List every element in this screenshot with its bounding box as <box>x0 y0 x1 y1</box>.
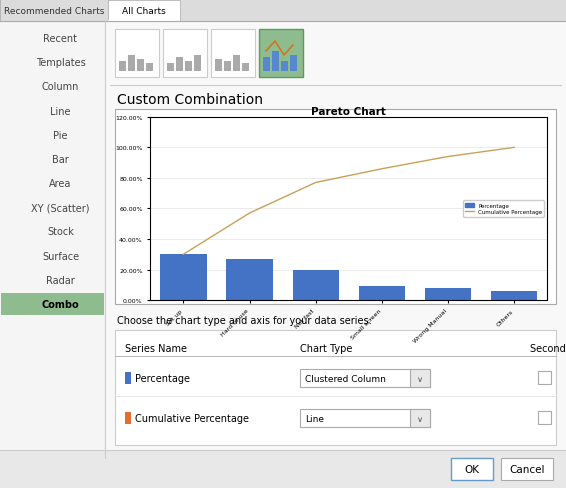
Bar <box>451 458 493 480</box>
Bar <box>185 62 192 72</box>
Bar <box>538 371 551 384</box>
Bar <box>176 58 183 72</box>
Bar <box>0 0 108 22</box>
Text: ∨: ∨ <box>417 374 423 383</box>
Bar <box>146 64 153 72</box>
Bar <box>160 255 207 301</box>
Text: Area: Area <box>49 179 72 189</box>
Bar <box>425 288 471 301</box>
Bar <box>410 409 430 427</box>
Text: Cancel: Cancel <box>509 464 544 474</box>
Bar <box>259 30 303 78</box>
Bar <box>281 62 288 72</box>
Bar <box>359 287 405 301</box>
Text: Bar: Bar <box>52 155 69 164</box>
Bar <box>538 411 551 424</box>
Bar <box>0 0 566 22</box>
Text: Secondary Axis: Secondary Axis <box>530 343 566 353</box>
Bar <box>167 64 174 72</box>
Bar <box>410 369 430 387</box>
Bar <box>263 58 270 72</box>
Title: Pareto Chart: Pareto Chart <box>311 107 386 117</box>
Text: Percentage: Percentage <box>135 373 190 383</box>
Bar <box>137 60 144 72</box>
Text: Surface: Surface <box>42 251 79 261</box>
Text: Stock: Stock <box>47 227 74 237</box>
Text: Choose the chart type and axis for your data series:: Choose the chart type and axis for your … <box>117 315 372 325</box>
Bar <box>491 291 537 301</box>
Text: Chart Type: Chart Type <box>300 343 353 353</box>
Bar <box>115 110 556 305</box>
Text: Templates: Templates <box>36 58 85 68</box>
Text: ∨: ∨ <box>417 414 423 423</box>
Bar <box>125 412 131 424</box>
Legend: Percentage, Cumulative Percentage: Percentage, Cumulative Percentage <box>463 201 544 217</box>
Text: Pie: Pie <box>53 130 68 141</box>
Bar <box>501 458 553 480</box>
Bar <box>128 56 135 72</box>
Text: Combo: Combo <box>42 299 79 309</box>
Text: Series Name: Series Name <box>125 343 187 353</box>
Bar <box>272 52 279 72</box>
Bar <box>224 62 231 72</box>
Text: Line: Line <box>305 414 324 423</box>
Bar <box>119 62 126 72</box>
Bar <box>194 56 201 72</box>
Bar <box>233 56 240 72</box>
Bar <box>108 1 180 22</box>
Text: Column: Column <box>42 82 79 92</box>
Bar <box>215 60 222 72</box>
Text: Recent: Recent <box>44 34 78 44</box>
Text: Custom Combination: Custom Combination <box>117 93 263 107</box>
Text: Radar: Radar <box>46 275 75 285</box>
Bar <box>226 259 273 301</box>
Bar <box>163 30 207 78</box>
Bar <box>0 22 105 488</box>
Text: Clustered Column: Clustered Column <box>305 374 386 383</box>
Bar <box>211 30 255 78</box>
Bar <box>1 293 104 315</box>
Text: Recommended Charts: Recommended Charts <box>4 6 104 16</box>
Bar <box>300 369 430 387</box>
Text: Cumulative Percentage: Cumulative Percentage <box>135 413 249 423</box>
Text: XY (Scatter): XY (Scatter) <box>31 203 90 213</box>
Bar <box>105 22 566 488</box>
Bar <box>125 372 131 384</box>
Bar <box>293 270 339 301</box>
Bar <box>0 450 566 488</box>
Text: All Charts: All Charts <box>122 7 166 16</box>
Bar <box>300 409 430 427</box>
Bar <box>242 64 249 72</box>
Text: Line: Line <box>50 106 71 116</box>
Text: OK: OK <box>465 464 479 474</box>
Bar <box>115 30 159 78</box>
Bar <box>108 21 180 23</box>
Bar <box>290 56 297 72</box>
Bar <box>115 330 556 445</box>
